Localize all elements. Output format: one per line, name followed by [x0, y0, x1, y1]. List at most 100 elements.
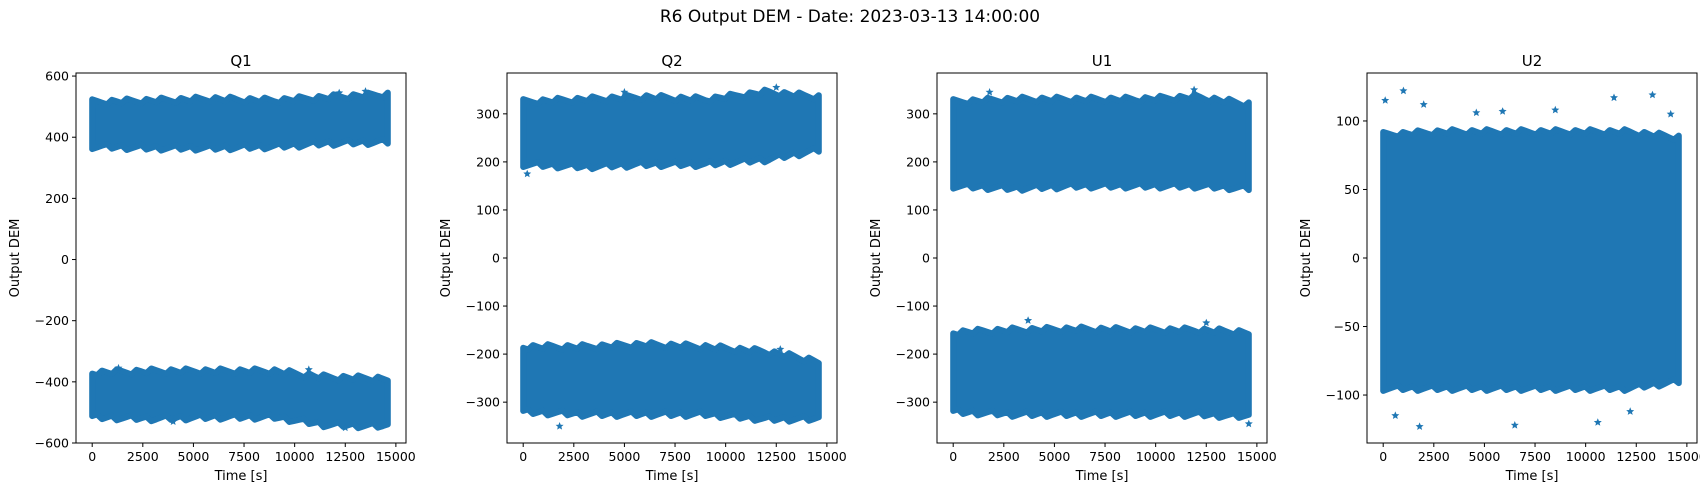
scatter-band-u1 [950, 91, 1252, 194]
y-tick-label: 400 [45, 130, 69, 145]
x-tick-label: 2500 [1418, 449, 1450, 464]
scatter-point [1593, 418, 1602, 426]
scatter-point [1190, 85, 1199, 94]
x-tick-label: 10000 [275, 449, 315, 464]
scatter-band-u1 [950, 323, 1252, 421]
scatter-point [1610, 93, 1618, 102]
y-tick-label: −300 [466, 395, 500, 410]
y-tick-label: 300 [476, 106, 500, 121]
subplot-title: Q2 [661, 52, 682, 70]
scatter-point [335, 88, 344, 97]
x-tick-label: 0 [88, 449, 96, 464]
y-tick-label: 200 [476, 154, 500, 169]
scatter-point [361, 87, 370, 95]
y-tick-label: −200 [896, 347, 930, 362]
x-tick-label: 15000 [1667, 449, 1700, 464]
y-tick-label: 600 [45, 69, 69, 84]
x-tick-label: 12500 [756, 449, 796, 464]
subplot-q1: 0 2500 5000 7500 10000 12500 15000 −600 −400 −200… [8, 52, 416, 484]
scatter-point [555, 422, 564, 430]
y-tick-label: −600 [35, 436, 69, 451]
scatter-point [985, 88, 994, 96]
y-tick-label: 0 [1352, 251, 1360, 266]
x-tick-label: 15000 [376, 449, 416, 464]
x-tick-label: 2500 [988, 449, 1020, 464]
y-tick-label: −100 [466, 299, 500, 314]
subplot-u1: 0 2500 5000 7500 10000 12500 15000 −300 −200 −100… [869, 52, 1277, 484]
scatter-band-q1 [89, 89, 391, 154]
scatter-band-q2 [520, 86, 822, 173]
x-tick-label: 12500 [1186, 449, 1226, 464]
scatter-point [304, 365, 313, 373]
y-tick-label: 100 [1336, 113, 1360, 128]
x-tick-label: 15000 [1237, 449, 1277, 464]
y-tick-label: 0 [61, 252, 69, 267]
subplot-title: U1 [1092, 52, 1113, 70]
scatter-point [1202, 318, 1211, 327]
scatter-point [620, 88, 629, 96]
y-tick-label: 100 [476, 202, 500, 217]
scatter-point [1399, 86, 1408, 95]
y-tick-label: 0 [922, 251, 930, 266]
x-tick-label: 7500 [228, 449, 260, 464]
scatter-point [1419, 100, 1428, 108]
y-axis-label: Output DEM [869, 219, 884, 298]
x-tick-label: 10000 [706, 449, 746, 464]
x-tick-label: 7500 [1089, 449, 1121, 464]
figure-suptitle: R6 Output DEM - Date: 2023-03-13 14:00:0… [659, 7, 1041, 27]
y-tick-label: 0 [492, 251, 500, 266]
scatter-point [1666, 109, 1675, 118]
y-tick-label: −200 [35, 313, 69, 328]
scatter-point [1391, 411, 1400, 419]
x-tick-label: 7500 [659, 449, 691, 464]
axes-frame [75, 72, 407, 444]
scatter-point [1472, 108, 1481, 117]
scatter-point [169, 417, 178, 425]
subplot-title: Q1 [230, 52, 251, 70]
x-tick-label: 7500 [1519, 449, 1551, 464]
y-tick-label: −200 [466, 347, 500, 362]
x-tick-label: 10000 [1136, 449, 1176, 464]
y-tick-label: 100 [906, 202, 930, 217]
scatter-point [1648, 90, 1657, 99]
y-tick-label: −100 [896, 299, 930, 314]
y-tick-label: 200 [45, 191, 69, 206]
x-tick-label: 0 [1379, 449, 1387, 464]
scatter-point [1498, 107, 1507, 115]
x-tick-label: 12500 [325, 449, 365, 464]
scatter-point [1551, 105, 1560, 114]
y-axis-label: Output DEM [439, 219, 454, 298]
x-axis-label: Time [s] [645, 469, 699, 484]
x-tick-label: 5000 [609, 449, 641, 464]
scatter-point [523, 169, 532, 178]
scatter-band-u2 [1380, 126, 1682, 394]
scatter-point [1415, 422, 1424, 430]
scatter-point [772, 83, 781, 91]
subplot-q2: 0 2500 5000 7500 10000 12500 15000 −300 −200 −100… [439, 52, 847, 484]
x-tick-label: 5000 [1039, 449, 1071, 464]
x-tick-label: 0 [519, 449, 527, 464]
scatter-point [1244, 419, 1253, 428]
scatter-point [1626, 407, 1635, 415]
y-tick-label: −100 [1326, 388, 1360, 403]
y-tick-label: −50 [1334, 319, 1360, 334]
y-tick-label: 50 [1344, 182, 1360, 197]
x-tick-label: 2500 [558, 449, 590, 464]
scatter-point [1510, 421, 1519, 429]
y-tick-label: 200 [906, 154, 930, 169]
y-tick-label: −300 [896, 395, 930, 410]
scatter-band-q1 [89, 365, 391, 432]
y-tick-label: 300 [906, 106, 930, 121]
x-tick-label: 10000 [1566, 449, 1606, 464]
x-tick-label: 0 [949, 449, 957, 464]
subplot-title: U2 [1522, 52, 1543, 70]
x-tick-label: 2500 [127, 449, 159, 464]
scatter-point [341, 423, 350, 432]
scatter-point [1024, 316, 1033, 324]
y-axis-label: Output DEM [8, 219, 23, 298]
y-tick-label: −400 [35, 374, 69, 389]
x-tick-label: 5000 [178, 449, 210, 464]
x-tick-label: 5000 [1469, 449, 1501, 464]
